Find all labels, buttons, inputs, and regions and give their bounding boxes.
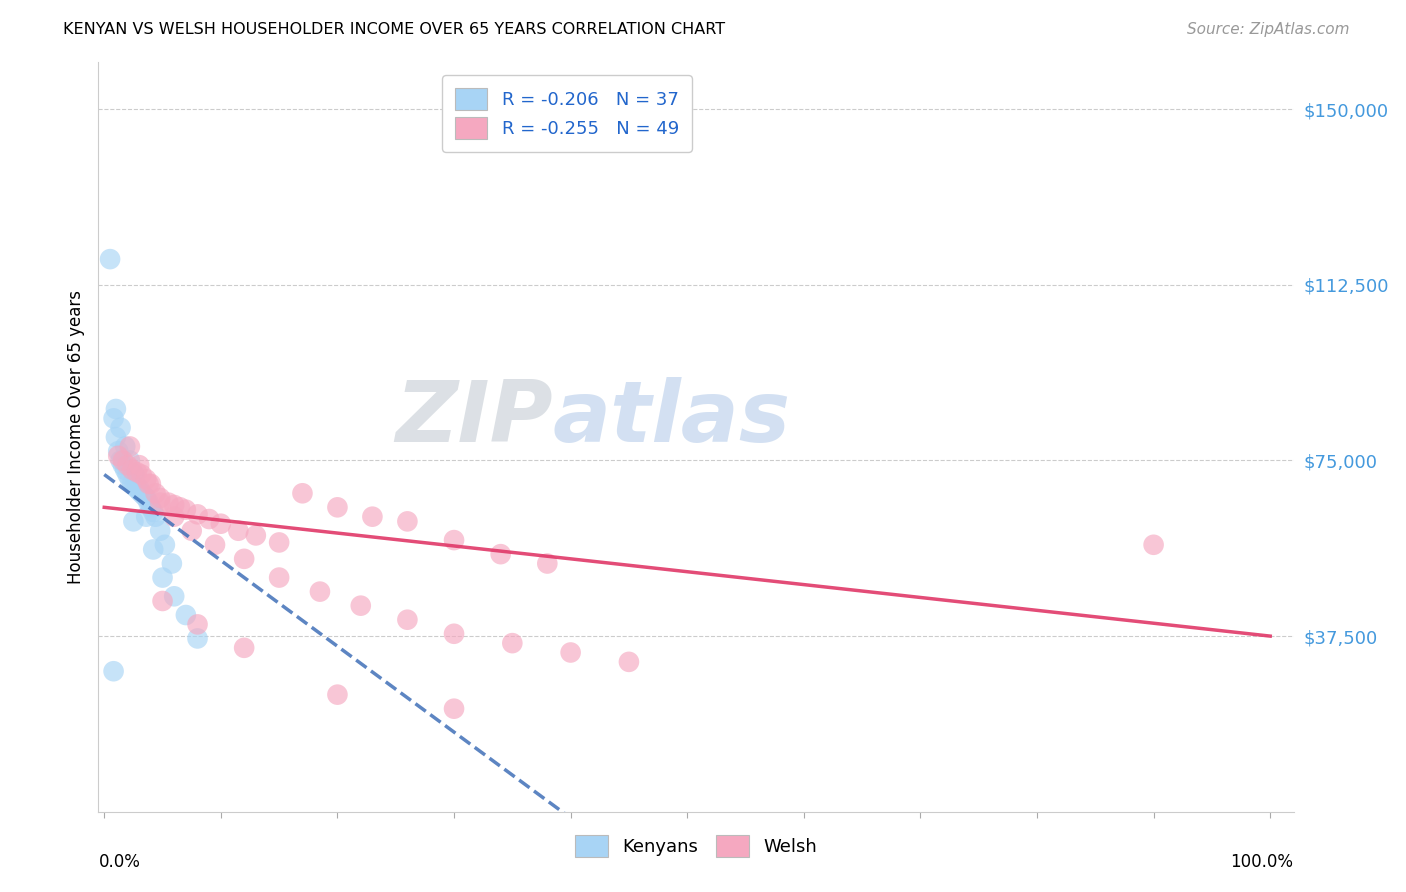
Point bbox=[228, 524, 250, 538]
Point bbox=[104, 401, 127, 416]
Point bbox=[124, 467, 146, 482]
Point bbox=[269, 535, 291, 549]
Point bbox=[180, 524, 202, 538]
Point bbox=[128, 483, 150, 498]
Point bbox=[111, 458, 134, 473]
Point bbox=[350, 599, 373, 613]
Text: KENYAN VS WELSH HOUSEHOLDER INCOME OVER 65 YEARS CORRELATION CHART: KENYAN VS WELSH HOUSEHOLDER INCOME OVER … bbox=[63, 22, 725, 37]
Point bbox=[617, 655, 640, 669]
Point bbox=[326, 500, 349, 515]
Point bbox=[131, 486, 153, 500]
Point bbox=[135, 509, 157, 524]
Point bbox=[135, 472, 157, 486]
Point bbox=[118, 440, 141, 453]
Point bbox=[1142, 538, 1164, 552]
Point bbox=[103, 664, 125, 679]
Point bbox=[114, 440, 136, 453]
Point bbox=[118, 453, 141, 467]
Point bbox=[132, 489, 155, 503]
Point bbox=[152, 571, 174, 585]
Point bbox=[124, 479, 146, 493]
Point bbox=[138, 476, 160, 491]
Point bbox=[163, 498, 186, 512]
Point bbox=[121, 476, 143, 491]
Text: Source: ZipAtlas.com: Source: ZipAtlas.com bbox=[1187, 22, 1350, 37]
Y-axis label: Householder Income Over 65 years: Householder Income Over 65 years bbox=[66, 290, 84, 584]
Point bbox=[145, 509, 167, 524]
Point bbox=[139, 500, 162, 515]
Point bbox=[107, 449, 129, 463]
Point bbox=[131, 467, 153, 482]
Point bbox=[104, 430, 127, 444]
Point bbox=[121, 463, 143, 477]
Point bbox=[163, 509, 186, 524]
Point bbox=[111, 453, 134, 467]
Point bbox=[114, 463, 136, 477]
Point bbox=[209, 516, 232, 531]
Legend: Kenyans, Welsh: Kenyans, Welsh bbox=[562, 822, 830, 870]
Point bbox=[117, 467, 139, 482]
Text: 100.0%: 100.0% bbox=[1230, 853, 1294, 871]
Point bbox=[186, 617, 208, 632]
Point bbox=[149, 496, 172, 510]
Point bbox=[125, 465, 148, 479]
Point bbox=[149, 524, 172, 538]
Point bbox=[145, 486, 167, 500]
Point bbox=[125, 482, 148, 496]
Point bbox=[157, 496, 180, 510]
Point bbox=[169, 500, 191, 515]
Point bbox=[128, 482, 150, 496]
Point bbox=[149, 491, 172, 505]
Point bbox=[128, 458, 150, 473]
Point bbox=[233, 640, 256, 655]
Point bbox=[160, 557, 183, 571]
Point bbox=[361, 509, 384, 524]
Text: ZIP: ZIP bbox=[395, 376, 553, 460]
Point bbox=[118, 472, 141, 486]
Point bbox=[560, 646, 582, 660]
Point bbox=[103, 411, 125, 425]
Point bbox=[198, 512, 221, 526]
Point bbox=[110, 421, 132, 435]
Point bbox=[186, 508, 208, 522]
Point bbox=[174, 608, 197, 623]
Point bbox=[309, 584, 332, 599]
Point bbox=[396, 514, 419, 528]
Point bbox=[152, 594, 174, 608]
Point bbox=[142, 505, 165, 519]
Point bbox=[269, 571, 291, 585]
Point bbox=[536, 557, 558, 571]
Point bbox=[291, 486, 314, 500]
Point bbox=[117, 458, 139, 473]
Point bbox=[107, 444, 129, 458]
Point bbox=[245, 528, 267, 542]
Point bbox=[139, 476, 162, 491]
Text: 0.0%: 0.0% bbox=[98, 853, 141, 871]
Point bbox=[153, 538, 176, 552]
Point bbox=[135, 491, 157, 505]
Point bbox=[443, 626, 465, 640]
Point bbox=[98, 252, 121, 266]
Text: atlas: atlas bbox=[553, 376, 790, 460]
Point bbox=[163, 590, 186, 604]
Point bbox=[174, 502, 197, 516]
Point bbox=[489, 547, 512, 561]
Point bbox=[110, 453, 132, 467]
Point bbox=[186, 632, 208, 646]
Point bbox=[443, 533, 465, 547]
Point bbox=[443, 701, 465, 715]
Point bbox=[501, 636, 523, 650]
Point bbox=[138, 496, 160, 510]
Point bbox=[233, 551, 256, 566]
Point bbox=[122, 514, 145, 528]
Point bbox=[396, 613, 419, 627]
Point bbox=[326, 688, 349, 702]
Point bbox=[204, 538, 226, 552]
Point bbox=[142, 542, 165, 557]
